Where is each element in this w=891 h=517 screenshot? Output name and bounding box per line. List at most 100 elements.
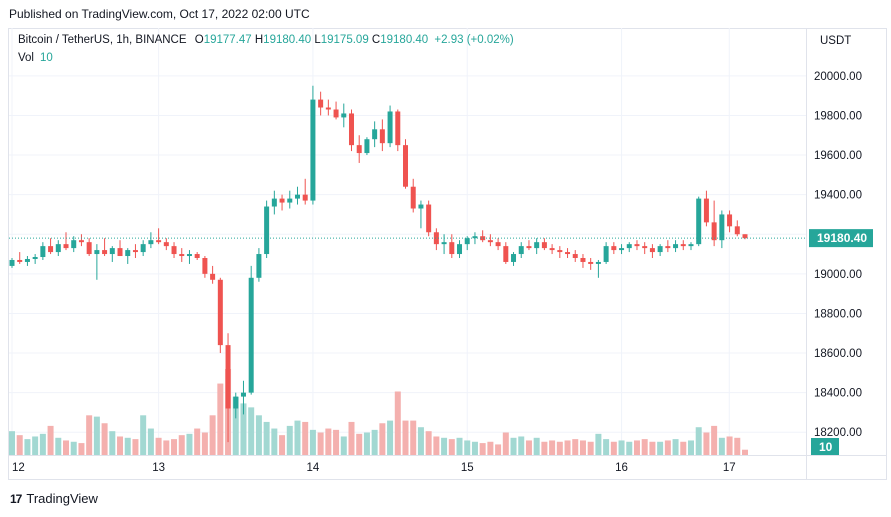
candle-body: [348, 113, 354, 146]
candle-body: [271, 198, 277, 207]
candle-body: [163, 242, 169, 247]
volume-bar: [549, 440, 556, 455]
volume-bar: [664, 440, 671, 455]
volume-bar: [93, 416, 100, 455]
price-tick-label: 18200.00: [814, 427, 862, 439]
candle-body: [318, 99, 324, 108]
volume-bar: [70, 441, 77, 455]
candle-body: [210, 273, 216, 280]
volume-bar: [587, 441, 594, 455]
candle-body: [719, 214, 725, 241]
candle-body: [140, 244, 146, 253]
volume-bars: [9, 369, 748, 455]
tradingview-brand[interactable]: 17 TradingView: [10, 491, 98, 506]
close-value: 19180.40: [380, 34, 429, 46]
volume-bar: [217, 383, 224, 455]
candle-body: [48, 246, 54, 253]
volume-bar: [579, 440, 586, 455]
candle-body: [55, 244, 61, 253]
candles: [9, 85, 748, 443]
volume-bar: [518, 436, 525, 455]
candle-body: [240, 392, 246, 397]
price-tick-label: 19800.00: [814, 110, 862, 122]
candle-body: [603, 246, 609, 262]
symbol-name: Bitcoin / TetherUS, 1h, BINANCE: [18, 34, 187, 46]
volume-bar: [178, 435, 185, 455]
time-tick-label: 17: [723, 462, 736, 474]
volume-bar: [502, 432, 509, 455]
candle-body: [626, 244, 632, 249]
volume-bar: [47, 425, 54, 455]
volume-bar: [564, 440, 571, 455]
candle-body: [102, 250, 108, 255]
time-tick-label: 16: [615, 462, 628, 474]
candle-body: [24, 258, 30, 262]
volume-bar: [124, 437, 131, 455]
volume-bar: [556, 441, 563, 455]
candle-body: [595, 261, 601, 264]
volume-bar: [194, 428, 201, 455]
candle-body: [71, 240, 77, 249]
candle-body: [480, 236, 486, 241]
candle-body: [333, 109, 339, 118]
volume-legend: Vol 10: [18, 52, 53, 64]
candle-body: [279, 198, 285, 203]
volume-bar: [495, 444, 502, 455]
candle-body: [186, 254, 192, 257]
candle-body: [364, 139, 370, 154]
volume-bar: [610, 441, 617, 455]
volume-bar: [279, 435, 286, 455]
volume-bar: [333, 429, 340, 455]
volume-bar: [248, 407, 255, 455]
price-tick-label: 19000.00: [814, 269, 862, 281]
candle-body: [179, 254, 185, 257]
candle-body: [194, 254, 200, 258]
last-price-tag-bg: [809, 229, 873, 248]
volume-bar: [633, 440, 640, 455]
candle-body: [734, 226, 740, 235]
candle-body: [449, 242, 455, 255]
volume-bar: [302, 421, 309, 455]
volume-bar: [510, 437, 517, 455]
grid: [8, 28, 887, 480]
candle-body: [256, 254, 262, 278]
candle-body: [341, 113, 347, 118]
volume-bar: [687, 440, 694, 455]
candle-body: [264, 206, 270, 255]
volume-bar: [24, 439, 31, 455]
candle-body: [310, 99, 316, 201]
time-axis: 12 13 14 15 16 17: [12, 462, 736, 474]
candle-body: [495, 242, 501, 247]
volume-bar: [456, 437, 463, 455]
candle-body: [233, 396, 239, 409]
candle-body: [588, 261, 594, 264]
volume-bar: [78, 443, 85, 455]
candle-body: [9, 259, 15, 266]
volume-bar: [9, 431, 15, 455]
published-info: Published on TradingView.com, Oct 17, 20…: [9, 7, 310, 21]
volume-bar: [163, 440, 170, 455]
close-label: C: [371, 34, 381, 46]
volume-bar: [471, 441, 478, 455]
price-axis: 20000.0019800.0019600.0019400.0019200.00…: [814, 71, 862, 439]
price-tick-label: 18800.00: [814, 308, 862, 320]
candle-body: [356, 145, 362, 154]
candle-body: [372, 129, 378, 140]
volume-bar: [147, 428, 154, 455]
candle-body: [549, 248, 555, 251]
volume-bar: [309, 429, 316, 455]
candle-body: [696, 198, 702, 245]
volume-bar: [255, 415, 262, 455]
volume-bar: [109, 431, 116, 455]
time-tick-label: 15: [461, 462, 474, 474]
candle-body: [156, 240, 162, 243]
volume-bar: [171, 439, 178, 455]
volume-bar: [209, 415, 216, 455]
candle-body: [526, 246, 532, 249]
volume-bar: [32, 436, 39, 455]
candle-body: [711, 222, 717, 241]
volume-bar: [232, 396, 239, 455]
volume-bar: [525, 440, 532, 455]
candle-body: [703, 198, 709, 223]
